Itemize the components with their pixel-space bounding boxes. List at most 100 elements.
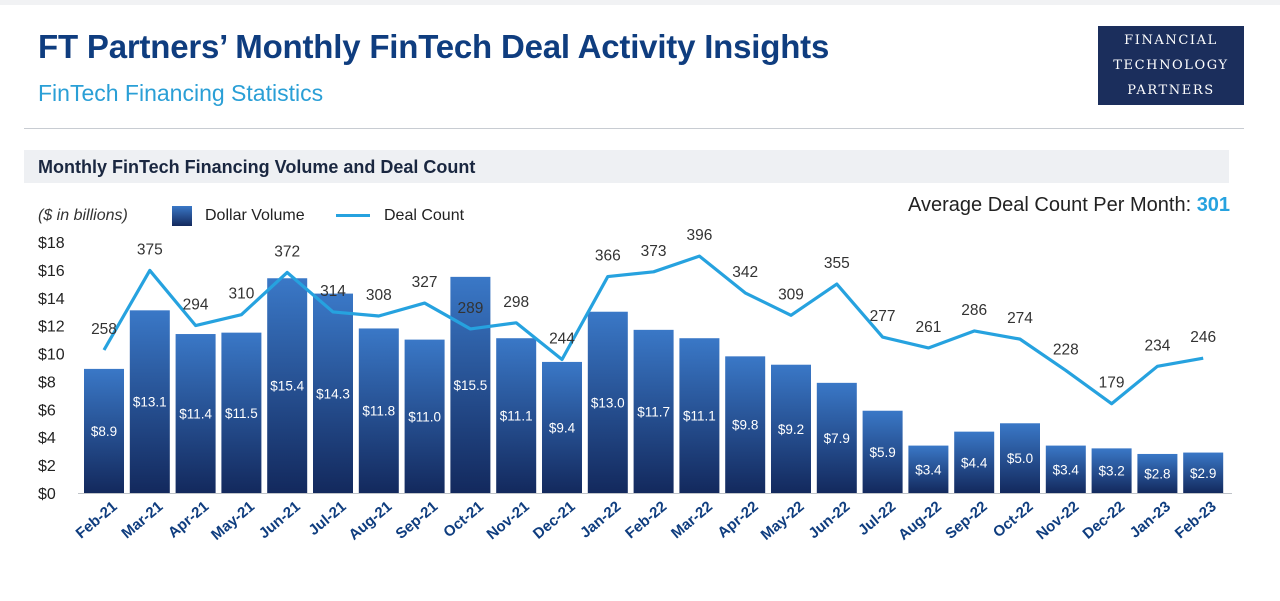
header-divider <box>24 128 1244 129</box>
x-tick-label: Jul-21 <box>305 498 349 539</box>
bar-value-label: $13.0 <box>591 395 625 410</box>
deal-count-label: 274 <box>1007 310 1033 327</box>
average-label: Average Deal Count Per Month: <box>908 194 1192 216</box>
x-tick-label: Sep-22 <box>942 498 991 543</box>
bar-may-21 <box>221 332 262 493</box>
bar-value-label: $9.4 <box>549 420 576 435</box>
x-tick-label: May-22 <box>758 498 808 544</box>
y-tick-label: $2 <box>38 458 56 475</box>
x-tick-label: Mar-21 <box>118 498 166 542</box>
bar-value-label: $11.1 <box>500 409 533 424</box>
x-tick-label: Nov-21 <box>484 498 533 543</box>
x-tick-label: May-21 <box>208 498 258 544</box>
bar-value-label: $11.7 <box>637 404 670 419</box>
bar-value-label: $11.4 <box>179 407 212 422</box>
bar-mar-21 <box>129 310 170 493</box>
bar-value-label: $11.1 <box>683 409 716 424</box>
bar-value-label: $2.8 <box>1144 466 1170 481</box>
bar-aug-21 <box>358 328 399 493</box>
x-tick-label: Nov-22 <box>1033 498 1082 543</box>
line-series: 258 375 294 310 372 314 308 327 289 298 244 366 373 3… <box>91 227 1216 406</box>
x-tick-label: Oct-21 <box>440 498 487 541</box>
deal-count-label: 294 <box>183 297 209 314</box>
bar-sep-22 <box>954 431 995 493</box>
bar-may-22 <box>771 364 811 493</box>
bar-value-label: $3.2 <box>1098 464 1124 479</box>
deal-count-label: 375 <box>137 241 163 258</box>
bar-jan-22 <box>587 311 628 493</box>
bar-feb-21 <box>84 368 124 493</box>
bar-value-label: $5.0 <box>1007 451 1033 466</box>
deal-count-label: 327 <box>412 274 438 291</box>
deal-count-label: 286 <box>961 302 987 319</box>
bar-value-label: $4.4 <box>961 455 988 470</box>
bar-value-label: $7.9 <box>824 431 850 446</box>
x-tick-label: Mar-22 <box>668 498 716 542</box>
y-axis: $0 $2 $4 $6 $8 $10 $12 $14 $16 $18 <box>38 235 1232 503</box>
deal-count-label: 289 <box>457 300 483 317</box>
logo-line-financial: FINANCIAL <box>1124 33 1218 48</box>
average-value: 301 <box>1196 194 1231 216</box>
deal-count-label: 228 <box>1053 341 1079 358</box>
bar-value-label: $2.9 <box>1190 466 1216 481</box>
x-tick-label: Oct-22 <box>990 498 1037 541</box>
x-tick-label: Jun-22 <box>805 498 853 542</box>
bar-apr-21 <box>175 334 216 493</box>
bar-value-label: $3.4 <box>1053 462 1080 477</box>
bar-value-label: $9.2 <box>778 422 804 437</box>
bar-jul-21 <box>313 293 353 493</box>
y-tick-label: $8 <box>38 374 56 391</box>
page-title: FT Partners’ Monthly FinTech Deal Activi… <box>38 28 830 65</box>
deal-count-label: 314 <box>320 283 346 300</box>
bar-value-label: $14.3 <box>316 386 350 401</box>
section-title: Monthly FinTech Financing Volume and Dea… <box>38 157 476 177</box>
bar-series: $8.9 $13.1 $11.4 $11.5 $15.4 $14.3 $11.8 $11.0 $… <box>84 276 1224 493</box>
legend-bar-label: Dollar Volume <box>205 207 305 224</box>
legend-line-swatch <box>336 214 370 217</box>
deal-count-label: 310 <box>228 286 254 303</box>
bar-value-label: $3.4 <box>915 462 942 477</box>
deal-count-label: 179 <box>1099 375 1125 392</box>
x-tick-label: Jan-23 <box>1127 498 1174 542</box>
x-tick-label: Feb-21 <box>73 498 121 542</box>
bar-value-label: $11.8 <box>362 404 395 419</box>
x-tick-label: Dec-22 <box>1080 498 1129 543</box>
bar-value-label: $13.1 <box>133 395 167 410</box>
bar-jun-22 <box>816 382 857 493</box>
bar-jul-22 <box>862 410 903 493</box>
bar-value-label: $8.9 <box>91 424 117 439</box>
bar-jan-23 <box>1137 453 1178 493</box>
y-tick-label: $14 <box>38 291 65 308</box>
deal-count-label: 258 <box>91 321 117 338</box>
deal-count-label: 309 <box>778 286 804 303</box>
bar-jun-21 <box>267 278 308 493</box>
bar-oct-22 <box>1000 423 1040 493</box>
legend-bar-swatch <box>172 206 192 226</box>
y-tick-label: $18 <box>38 235 65 252</box>
y-tick-label: $4 <box>38 430 56 447</box>
x-tick-label: Jun-21 <box>256 498 304 542</box>
bar-value-label: $11.0 <box>408 409 441 424</box>
deal-count-label: 373 <box>641 243 667 260</box>
bar-apr-22 <box>725 356 766 493</box>
deal-count-label: 308 <box>366 287 392 304</box>
top-strip <box>0 0 1280 5</box>
deal-count-label: 244 <box>549 331 575 348</box>
y-tick-label: $12 <box>38 319 65 336</box>
bar-value-label: $15.5 <box>454 378 488 393</box>
bar-value-label: $11.5 <box>225 406 258 421</box>
deal-count-label: 372 <box>274 243 300 260</box>
deal-count-label: 366 <box>595 248 621 265</box>
legend-line-label: Deal Count <box>384 207 465 224</box>
bar-value-label: $5.9 <box>869 445 895 460</box>
ft-partners-logo: FINANCIAL TECHNOLOGY PARTNERS <box>1098 26 1244 105</box>
y-tick-label: $10 <box>38 347 65 364</box>
y-tick-label: $0 <box>38 486 56 503</box>
bar-value-label: $15.4 <box>270 379 304 394</box>
bar-feb-22 <box>633 329 674 493</box>
x-tick-label: Apr-22 <box>714 498 761 542</box>
x-tick-label: Feb-23 <box>1172 498 1220 542</box>
x-tick-label: Jan-22 <box>577 498 624 542</box>
deal-count-label: 246 <box>1190 329 1216 346</box>
